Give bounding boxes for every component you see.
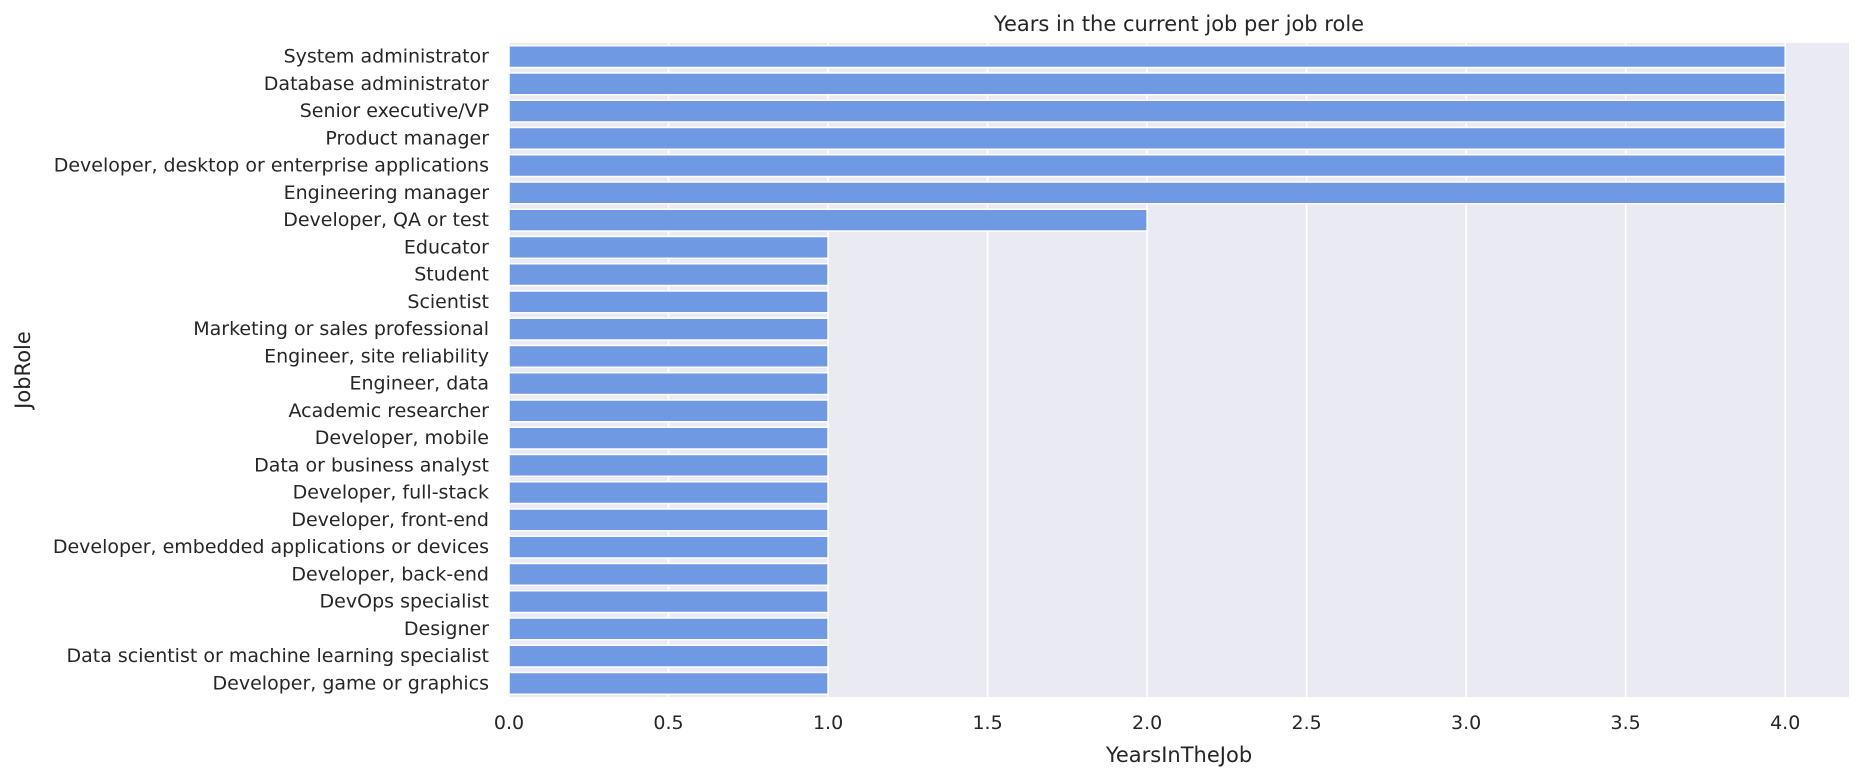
y-tick-label: Database administrator — [264, 73, 489, 95]
bar — [508, 153, 1786, 178]
x-tick-label: 1.0 — [813, 712, 843, 734]
y-tick-label: Engineer, data — [350, 373, 490, 395]
y-tick-label: System administrator — [284, 46, 490, 68]
grid-lines — [508, 43, 1786, 697]
bar — [508, 508, 829, 532]
chart-title: Years in the current job per job role — [993, 12, 1364, 36]
x-tick-label: 0.5 — [653, 712, 683, 734]
bar — [508, 644, 829, 668]
x-tick-label: 2.5 — [1292, 712, 1322, 734]
y-tick-label: Engineer, site reliability — [264, 345, 489, 367]
y-tick-label: Data scientist or machine learning speci… — [66, 645, 489, 667]
y-tick-label: DevOps specialist — [320, 591, 489, 613]
y-tick-label: Academic researcher — [289, 400, 490, 422]
bar — [508, 535, 829, 559]
bar — [508, 317, 829, 341]
y-tick-label: Product manager — [325, 127, 489, 149]
y-tick-label: Educator — [404, 236, 489, 258]
y-tick-label: Senior executive/VP — [300, 100, 489, 122]
x-tick-label: 4.0 — [1770, 712, 1800, 734]
bar — [508, 99, 1786, 123]
y-tick-label: Designer — [404, 618, 489, 640]
y-tick-label: Engineering manager — [284, 182, 490, 204]
bar — [508, 344, 829, 369]
bar — [508, 480, 829, 505]
y-tick-labels: System administrator Database administrat… — [53, 46, 489, 695]
y-tick-label: Marketing or sales professional — [193, 318, 489, 340]
bar — [508, 589, 829, 614]
x-axis-label: YearsInTheJob — [1105, 743, 1252, 767]
y-tick-label: Developer, back-end — [291, 563, 489, 585]
y-tick-label: Developer, front-end — [291, 509, 489, 531]
bar — [508, 426, 829, 450]
x-tick-label: 1.5 — [972, 712, 1002, 734]
y-tick-label: Developer, game or graphics — [213, 672, 489, 694]
bar — [508, 262, 829, 287]
y-tick-label: Scientist — [407, 291, 489, 313]
bar — [508, 208, 1148, 232]
x-tick-label: 3.5 — [1611, 712, 1641, 734]
bar — [508, 44, 1786, 69]
bar — [508, 562, 829, 587]
y-axis-label: JobRole — [11, 331, 35, 411]
bars — [508, 44, 1786, 696]
y-tick-label: Developer, embedded applications or devi… — [53, 536, 489, 558]
bar — [508, 371, 829, 396]
y-tick-label: Student — [414, 264, 489, 286]
x-tick-label: 0.0 — [494, 712, 524, 734]
bar — [508, 617, 829, 641]
y-tick-label: Developer, full-stack — [293, 482, 489, 504]
bar — [508, 235, 829, 260]
y-tick-label: Data or business analyst — [254, 454, 489, 476]
bar — [508, 126, 1786, 151]
bar — [508, 671, 829, 696]
bar — [508, 72, 1786, 96]
x-tick-label: 2.0 — [1132, 712, 1162, 734]
x-tick-labels: 0.0 0.5 1.0 1.5 2.0 2.5 3.0 3.5 4.0 — [494, 712, 1800, 734]
y-tick-label: Developer, mobile — [315, 427, 489, 449]
bar — [508, 290, 829, 314]
bar — [508, 181, 1786, 205]
y-tick-label: Developer, QA or test — [283, 209, 489, 231]
bar — [508, 399, 829, 423]
y-tick-label: Developer, desktop or enterprise applica… — [54, 155, 489, 177]
x-tick-label: 3.0 — [1451, 712, 1481, 734]
bar — [508, 453, 829, 478]
